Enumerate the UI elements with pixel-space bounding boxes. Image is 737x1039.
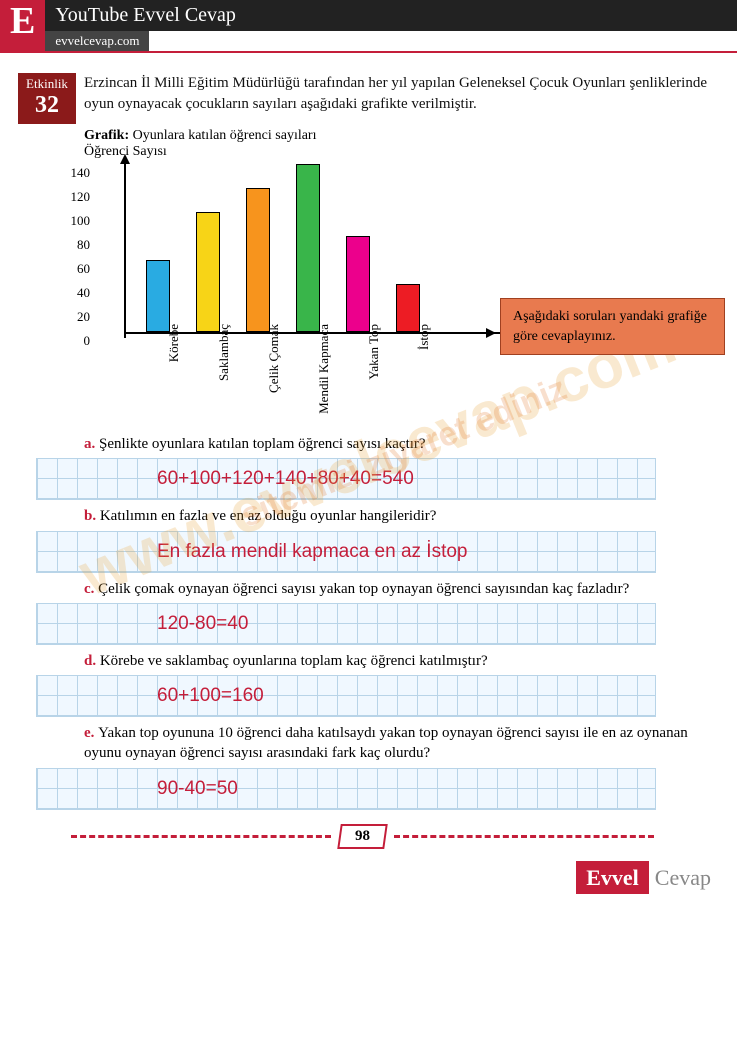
activity-badge: Etkinlik 32 bbox=[18, 73, 76, 124]
question: c. Çelik çomak oynayan öğrenci sayısı ya… bbox=[84, 579, 707, 645]
answer-grid: En fazla mendil kapmaca en az İstop bbox=[36, 531, 656, 573]
bar-label: Mendil Kapmaca bbox=[316, 324, 332, 414]
question: d. Körebe ve saklambaç oyunlarına toplam… bbox=[84, 651, 707, 717]
activity-label: Etkinlik bbox=[23, 76, 71, 92]
chart-title: Oyunlara katılan öğrenci sayıları bbox=[133, 128, 317, 143]
bar bbox=[296, 164, 320, 332]
callout-box: Aşağıdaki soruları yandaki grafiğe göre … bbox=[500, 298, 725, 355]
page-body: www.evvelcevap.com sitemizi ziyaret edin… bbox=[0, 53, 737, 859]
y-tick: 100 bbox=[71, 213, 91, 215]
bar-label: Yakan Top bbox=[366, 324, 382, 380]
answer-grid: 120-80=40 bbox=[36, 603, 656, 645]
question-letter: c. bbox=[84, 581, 98, 597]
question-letter: d. bbox=[84, 653, 100, 669]
dash-right bbox=[394, 835, 654, 838]
answer-grid: 90-40=50 bbox=[36, 768, 656, 810]
question-text: e. Yakan top oyununa 10 öğrenci daha kat… bbox=[84, 723, 707, 764]
bar bbox=[246, 188, 270, 332]
question-letter: e. bbox=[84, 725, 98, 741]
question-text: c. Çelik çomak oynayan öğrenci sayısı ya… bbox=[84, 579, 707, 599]
bar bbox=[146, 260, 170, 332]
footer-part1: Evvel bbox=[576, 861, 649, 894]
dash-left bbox=[71, 835, 331, 838]
y-tick: 120 bbox=[71, 189, 91, 191]
answer-grid: 60+100+120+140+80+40=540 bbox=[36, 458, 656, 500]
question: e. Yakan top oyununa 10 öğrenci daha kat… bbox=[84, 723, 707, 810]
x-axis-arrow bbox=[486, 328, 496, 338]
bar-chart: 020406080100120140 Oyun Türü KörebeSakla… bbox=[96, 166, 707, 426]
answer-text: 120-80=40 bbox=[157, 613, 248, 635]
activity-number: 32 bbox=[23, 92, 71, 119]
question-letter: b. bbox=[84, 508, 100, 524]
y-tick: 20 bbox=[77, 309, 90, 311]
bar bbox=[196, 212, 220, 332]
footer-part2: Cevap bbox=[649, 861, 717, 894]
question-text: b. Katılımın en fazla ve en az olduğu oy… bbox=[84, 506, 707, 526]
answer-text: 90-40=50 bbox=[157, 778, 238, 800]
bar-label: Saklambaç bbox=[216, 324, 232, 381]
question-text: a. Şenlikte oyunlara katılan toplam öğre… bbox=[84, 434, 707, 454]
answer-text: 60+100+120+140+80+40=540 bbox=[157, 468, 414, 490]
bar-label: İstop bbox=[416, 324, 432, 350]
header-subtitle: evvelcevap.com bbox=[45, 31, 149, 51]
chart-title-prefix: Grafik: bbox=[84, 128, 129, 143]
question-letter: a. bbox=[84, 436, 99, 452]
question-text: d. Körebe ve saklambaç oyunlarına toplam… bbox=[84, 651, 707, 671]
question: b. Katılımın en fazla ve en az olduğu oy… bbox=[84, 506, 707, 572]
header: E YouTube Evvel Cevap evvelcevap.com bbox=[0, 0, 737, 51]
header-title: YouTube Evvel Cevap bbox=[45, 0, 737, 31]
questions: a. Şenlikte oyunlara katılan toplam öğre… bbox=[18, 434, 707, 810]
bar-label: Körebe bbox=[166, 324, 182, 362]
logo-box: E bbox=[0, 0, 45, 51]
y-tick: 140 bbox=[71, 165, 91, 167]
activity-row: Etkinlik 32 Erzincan İl Milli Eğitim Müd… bbox=[18, 73, 707, 124]
question: a. Şenlikte oyunlara katılan toplam öğre… bbox=[84, 434, 707, 500]
plot-area: Oyun Türü KörebeSaklambaçÇelik ÇomakMend… bbox=[126, 166, 486, 334]
y-tick: 0 bbox=[84, 333, 91, 335]
bar bbox=[346, 236, 370, 332]
bar-label: Çelik Çomak bbox=[266, 324, 282, 393]
page-number-row: 98 bbox=[18, 824, 707, 849]
page-number: 98 bbox=[337, 824, 388, 849]
y-tick: 80 bbox=[77, 237, 90, 239]
y-tick: 60 bbox=[77, 261, 90, 263]
answer-grid: 60+100=160 bbox=[36, 675, 656, 717]
answer-text: 60+100=160 bbox=[157, 685, 264, 707]
intro-text: Erzincan İl Milli Eğitim Müdürlüğü taraf… bbox=[84, 73, 707, 124]
title-bar: YouTube Evvel Cevap evvelcevap.com bbox=[45, 0, 737, 51]
y-axis-label: Öğrenci Sayısı bbox=[84, 144, 707, 160]
y-tick: 40 bbox=[77, 285, 90, 287]
footer-logo: EvvelCevap bbox=[0, 859, 737, 897]
answer-text: En fazla mendil kapmaca en az İstop bbox=[157, 541, 468, 563]
chart-title-row: Grafik: Oyunlara katılan öğrenci sayılar… bbox=[84, 128, 707, 160]
